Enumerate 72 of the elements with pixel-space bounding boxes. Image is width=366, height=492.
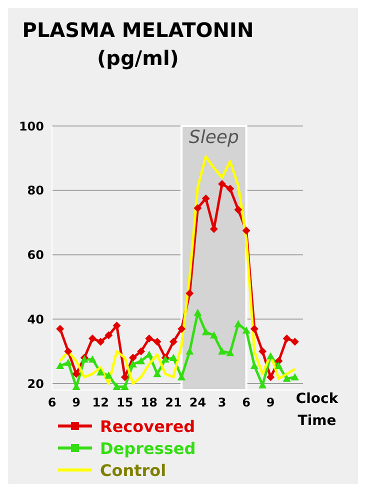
point xyxy=(153,338,162,346)
point xyxy=(202,194,210,202)
point xyxy=(290,338,299,346)
point xyxy=(250,324,258,333)
point xyxy=(258,347,267,356)
y-tick-label: 20 xyxy=(27,376,44,391)
point xyxy=(258,381,267,388)
y-tick-label: 80 xyxy=(27,184,44,198)
point xyxy=(128,354,137,362)
point xyxy=(226,348,234,356)
point xyxy=(226,184,234,193)
point xyxy=(210,331,218,338)
point xyxy=(282,334,291,342)
x-axis-title: Clock Time xyxy=(294,390,340,431)
point xyxy=(169,338,178,346)
x-tick-label: 12 xyxy=(92,396,109,410)
point xyxy=(242,326,250,334)
point xyxy=(169,354,178,362)
point xyxy=(145,334,154,342)
y-tick-label: 60 xyxy=(27,248,44,262)
point xyxy=(96,338,105,346)
point xyxy=(266,352,275,360)
point xyxy=(112,322,121,330)
point xyxy=(250,362,258,370)
x-tick-label: 3 xyxy=(218,396,226,410)
point xyxy=(96,368,105,376)
point xyxy=(282,374,291,382)
point xyxy=(178,373,186,380)
legend-label: Control xyxy=(100,460,166,480)
chart-title: PLASMA MELATONIN xyxy=(21,17,255,44)
point xyxy=(88,355,96,363)
point xyxy=(218,180,226,188)
point xyxy=(274,362,283,370)
x-tick-label: 6 xyxy=(242,396,250,410)
point xyxy=(186,289,194,298)
point xyxy=(218,347,226,355)
y-tick-label: 100 xyxy=(18,119,44,134)
x-tick-label: 9 xyxy=(72,396,80,410)
point xyxy=(202,328,210,336)
point xyxy=(128,360,137,368)
point xyxy=(290,373,299,380)
point xyxy=(178,324,186,333)
point xyxy=(186,347,194,355)
point xyxy=(64,358,72,366)
point xyxy=(153,370,162,378)
x-tick-label: 21 xyxy=(165,396,182,410)
legend-label: Depressed xyxy=(100,438,196,458)
legend-label: Recovered xyxy=(100,416,196,436)
point xyxy=(56,324,64,333)
point xyxy=(234,206,242,214)
point xyxy=(56,362,64,370)
x-tick-label: 18 xyxy=(140,396,158,410)
x-tick-label: 24 xyxy=(189,396,206,410)
point xyxy=(194,204,202,212)
point xyxy=(137,347,146,356)
point xyxy=(104,331,113,340)
x-tick-label: 6 xyxy=(48,396,56,410)
x-tick-label: 15 xyxy=(116,396,134,410)
chart-subtitle: (pg/ml) xyxy=(96,45,180,72)
point xyxy=(64,347,72,356)
point xyxy=(120,382,129,390)
band-label: Sleep xyxy=(188,126,239,148)
x-tick-label: 9 xyxy=(266,396,275,410)
point xyxy=(72,370,80,378)
point xyxy=(137,357,146,364)
point xyxy=(112,382,121,390)
point xyxy=(88,334,96,342)
point xyxy=(104,372,113,379)
point xyxy=(194,308,202,316)
y-tick-label: 40 xyxy=(27,312,44,326)
point xyxy=(266,373,275,382)
point xyxy=(242,226,250,235)
